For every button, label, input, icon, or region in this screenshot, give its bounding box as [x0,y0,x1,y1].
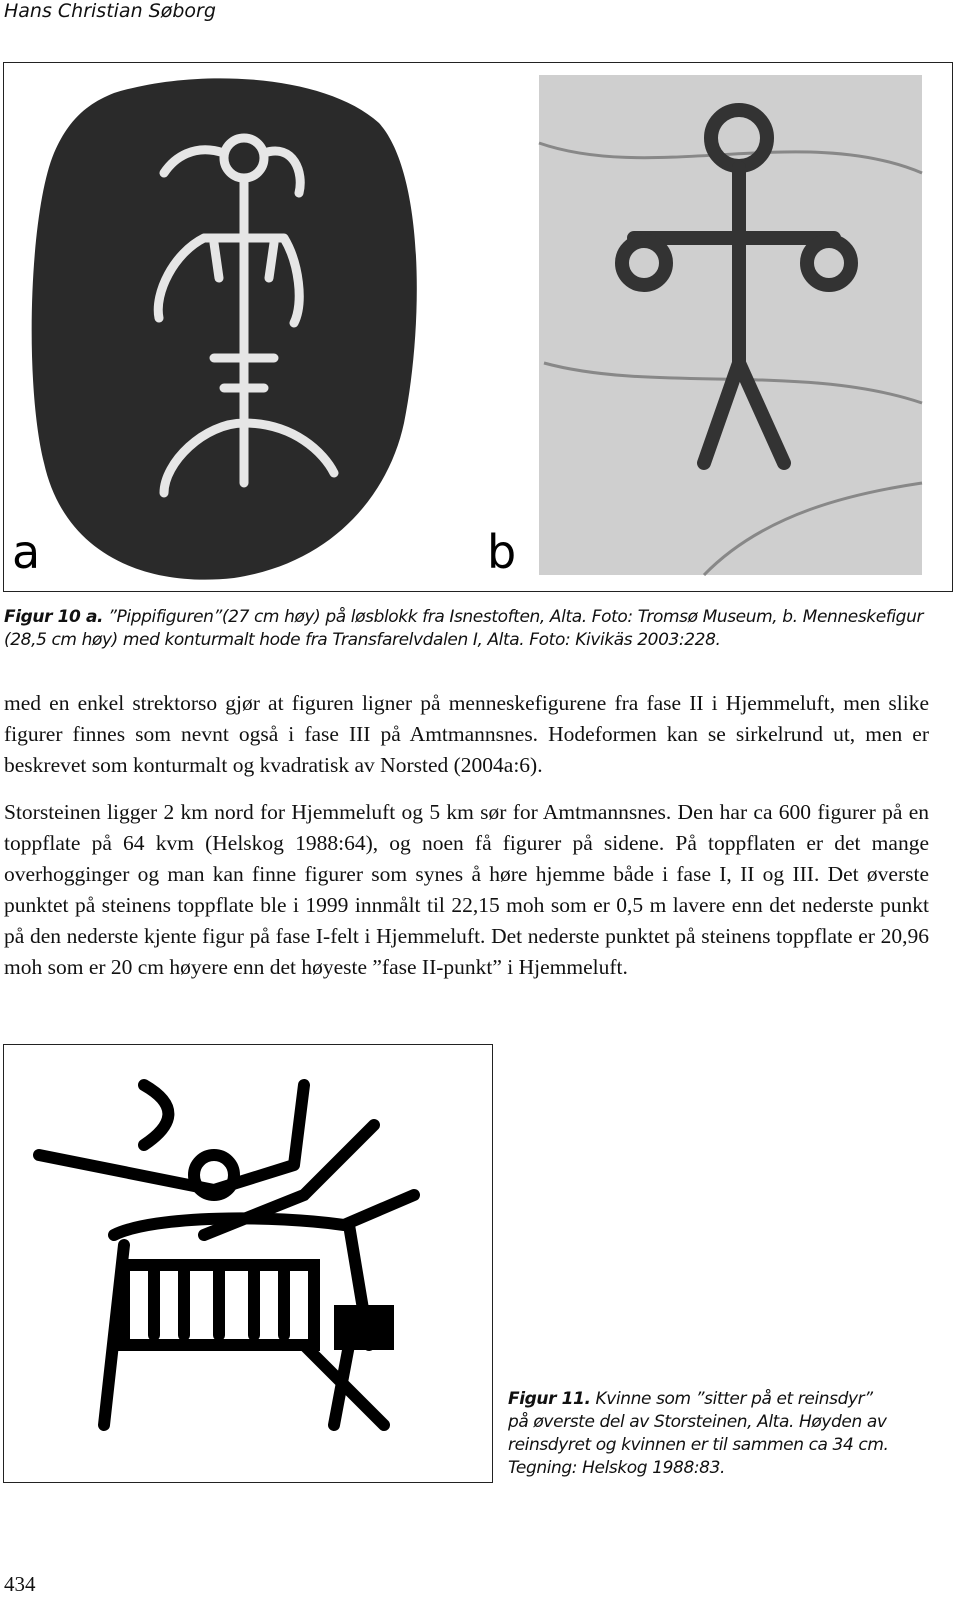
paragraph: Storsteinen ligger 2 km nord for Hjemmel… [4,800,929,979]
reindeer-drawing [33,1079,420,1431]
running-header: Hans Christian Søborg [4,0,216,22]
caption-text: ”Pippifiguren”(27 cm høy) på løsblokk fr… [4,607,924,650]
figure-11 [3,1044,493,1483]
page-number: 434 [4,1572,36,1596]
human-figure [615,103,858,470]
figure-caption: Figur 11. Kvinne som ”sitter på et reins… [508,1388,898,1480]
paragraph: med en enkel strektorso gjør at figuren … [4,691,929,777]
figure-10-images: a b [12,75,923,580]
caption-text: Kvinne som ”sitter på et reinsdyr” på øv… [508,1389,889,1478]
figure-10: a b [3,62,953,592]
rock-photo [539,75,922,575]
caption-label: Figur 11. [508,1389,591,1409]
pippi-figure [153,133,339,498]
caption-label: Figur 10 a. [4,607,104,627]
figure-caption: Figur 10 a. ”Pippifiguren”(27 cm høy) på… [4,606,939,652]
label-a: a [12,525,40,579]
label-b: b [487,525,516,579]
